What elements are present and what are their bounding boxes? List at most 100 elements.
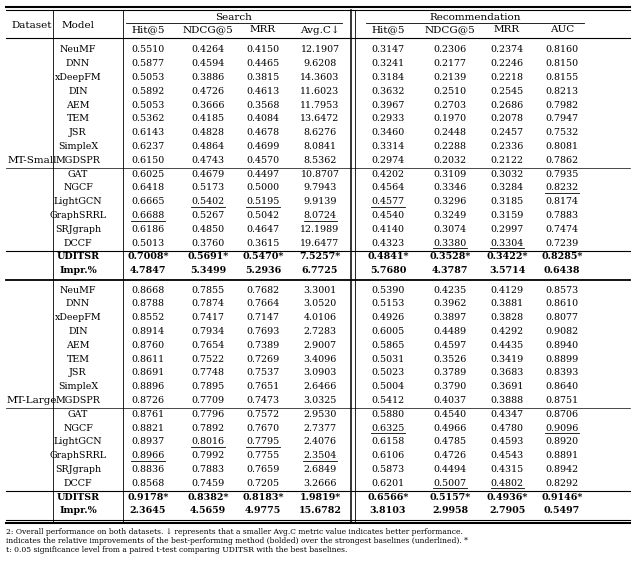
Text: 0.8213: 0.8213	[545, 87, 579, 96]
Text: 0.7008*: 0.7008*	[127, 253, 169, 261]
Text: SimpleX: SimpleX	[58, 382, 98, 391]
Text: 12.1989: 12.1989	[300, 225, 340, 234]
Text: 0.7474: 0.7474	[545, 225, 579, 234]
Text: 0.2686: 0.2686	[490, 101, 524, 110]
Text: 0.3032: 0.3032	[490, 169, 524, 179]
Text: JSR: JSR	[69, 128, 87, 137]
Text: 0.4936*: 0.4936*	[486, 492, 528, 502]
Text: 0.7982: 0.7982	[545, 101, 579, 110]
Text: 0.4037: 0.4037	[433, 396, 467, 405]
Text: 0.3241: 0.3241	[371, 59, 404, 68]
Text: 0.4494: 0.4494	[433, 465, 467, 474]
Text: 0.4435: 0.4435	[490, 340, 524, 350]
Text: 0.8232: 0.8232	[545, 183, 579, 192]
Text: 2.7283: 2.7283	[303, 327, 337, 336]
Text: 0.4597: 0.4597	[433, 340, 467, 350]
Text: 0.2032: 0.2032	[433, 156, 467, 165]
Text: 8.6276: 8.6276	[303, 128, 337, 137]
Text: 0.2177: 0.2177	[433, 59, 467, 68]
Text: 0.4864: 0.4864	[191, 142, 225, 151]
Text: 0.4185: 0.4185	[191, 114, 225, 124]
Text: AUC: AUC	[550, 26, 574, 35]
Text: Search: Search	[216, 12, 252, 22]
Text: MRR: MRR	[250, 26, 276, 35]
Text: 2: Overall performance on both datasets. ↓ represents that a smaller Avg.C metri: 2: Overall performance on both datasets.…	[6, 528, 463, 536]
Text: 0.4613: 0.4613	[246, 87, 280, 96]
Text: 0.8942: 0.8942	[545, 465, 579, 474]
Text: 0.8668: 0.8668	[131, 285, 164, 295]
Text: 0.5877: 0.5877	[131, 59, 164, 68]
Text: MGDSPR: MGDSPR	[56, 156, 100, 165]
Text: 0.4577: 0.4577	[371, 197, 404, 206]
Text: 0.4202: 0.4202	[371, 169, 404, 179]
Text: 0.3632: 0.3632	[371, 87, 404, 96]
Text: 0.7682: 0.7682	[246, 285, 280, 295]
Text: 4.7847: 4.7847	[130, 266, 166, 275]
Text: 0.5007: 0.5007	[433, 479, 467, 488]
Text: 0.3568: 0.3568	[246, 101, 280, 110]
Text: TEM: TEM	[67, 355, 90, 363]
Text: 3.2666: 3.2666	[303, 479, 337, 488]
Text: 0.8914: 0.8914	[131, 327, 164, 336]
Text: 3.4096: 3.4096	[303, 355, 337, 363]
Text: 0.4323: 0.4323	[371, 239, 404, 248]
Text: 4.3787: 4.3787	[432, 266, 468, 275]
Text: 0.7947: 0.7947	[545, 114, 579, 124]
Text: MT-Small: MT-Small	[7, 156, 57, 165]
Text: 12.1907: 12.1907	[300, 45, 340, 54]
Text: 0.2545: 0.2545	[490, 87, 524, 96]
Text: 2.3645: 2.3645	[130, 506, 166, 515]
Text: 0.7862: 0.7862	[545, 156, 579, 165]
Text: 0.7935: 0.7935	[545, 169, 579, 179]
Text: 0.7855: 0.7855	[191, 285, 225, 295]
Text: 0.5362: 0.5362	[131, 114, 164, 124]
Text: 0.3109: 0.3109	[433, 169, 467, 179]
Text: 0.7269: 0.7269	[246, 355, 280, 363]
Text: 0.6325: 0.6325	[371, 424, 404, 432]
Text: 0.8726: 0.8726	[131, 396, 164, 405]
Text: 0.4570: 0.4570	[246, 156, 280, 165]
Text: 0.3760: 0.3760	[191, 239, 225, 248]
Text: 0.4264: 0.4264	[191, 45, 225, 54]
Text: Dataset: Dataset	[12, 21, 52, 30]
Text: 0.8610: 0.8610	[545, 299, 579, 308]
Text: 0.5053: 0.5053	[131, 73, 164, 82]
Text: 0.5390: 0.5390	[371, 285, 404, 295]
Text: 0.6438: 0.6438	[544, 266, 580, 275]
Text: 0.2288: 0.2288	[433, 142, 467, 151]
Text: 0.7892: 0.7892	[191, 424, 225, 432]
Text: Avg.C↓: Avg.C↓	[300, 25, 340, 35]
Text: 0.8081: 0.8081	[545, 142, 579, 151]
Text: 0.3881: 0.3881	[490, 299, 524, 308]
Text: 0.5267: 0.5267	[191, 211, 225, 220]
Text: 0.8640: 0.8640	[545, 382, 579, 391]
Text: 0.7874: 0.7874	[191, 299, 225, 308]
Text: 0.5402: 0.5402	[191, 197, 225, 206]
Text: 0.7895: 0.7895	[191, 382, 225, 391]
Text: 3.8103: 3.8103	[370, 506, 406, 515]
Text: 4.9775: 4.9775	[245, 506, 281, 515]
Text: 0.7796: 0.7796	[191, 410, 225, 419]
Text: 0.3346: 0.3346	[433, 183, 467, 192]
Text: 3.0520: 3.0520	[303, 299, 337, 308]
Text: 5.3499: 5.3499	[190, 266, 226, 275]
Text: 0.7522: 0.7522	[191, 355, 225, 363]
Text: 3.0325: 3.0325	[303, 396, 337, 405]
Text: 0.4593: 0.4593	[490, 437, 524, 447]
Text: 0.8899: 0.8899	[545, 355, 579, 363]
Text: 14.3603: 14.3603	[300, 73, 340, 82]
Text: 0.5691*: 0.5691*	[188, 253, 228, 261]
Text: 0.3296: 0.3296	[433, 197, 467, 206]
Text: indicates the relative improvements of the best-performing method (bolded) over : indicates the relative improvements of t…	[6, 537, 468, 545]
Text: 0.8382*: 0.8382*	[188, 492, 228, 502]
Text: 0.7147: 0.7147	[246, 313, 280, 322]
Text: 0.7883: 0.7883	[191, 465, 225, 474]
Text: 0.8016: 0.8016	[191, 437, 225, 447]
Text: 0.1970: 0.1970	[433, 114, 467, 124]
Text: NeuMF: NeuMF	[60, 45, 96, 54]
Text: AEM: AEM	[67, 101, 90, 110]
Text: 0.4802: 0.4802	[490, 479, 524, 488]
Text: 0.3828: 0.3828	[490, 313, 524, 322]
Text: 9.6208: 9.6208	[303, 59, 337, 68]
Text: 0.3888: 0.3888	[490, 396, 524, 405]
